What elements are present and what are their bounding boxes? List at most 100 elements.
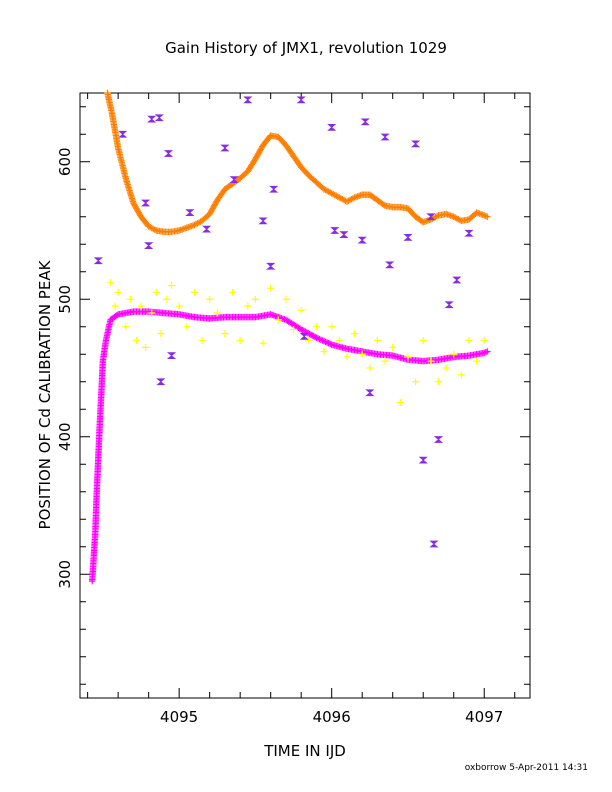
data-point — [419, 337, 427, 344]
data-point — [299, 332, 309, 340]
data-point — [411, 140, 421, 148]
data-point — [210, 203, 217, 211]
data-point — [433, 213, 441, 220]
data-point — [309, 332, 316, 339]
data-point — [252, 154, 260, 161]
data-point — [266, 262, 276, 270]
data-point — [358, 350, 366, 358]
data-point — [351, 330, 359, 338]
data-point — [322, 338, 329, 346]
data-point — [175, 302, 183, 310]
data-point — [209, 205, 216, 212]
data-point — [133, 205, 140, 212]
data-point — [244, 302, 252, 310]
x-tick-labels: 4095 4096 4097 — [160, 708, 503, 726]
data-point — [349, 195, 357, 202]
data-point — [484, 348, 491, 355]
data-point — [433, 436, 444, 443]
data-point — [481, 349, 488, 357]
data-point — [258, 217, 268, 225]
data-point — [299, 327, 306, 334]
data-point — [198, 337, 206, 344]
data-point — [258, 144, 265, 152]
data-point — [319, 337, 326, 344]
data-point — [269, 185, 279, 193]
data-point — [418, 456, 428, 464]
data-point — [305, 337, 313, 344]
data-point — [118, 130, 128, 138]
data-point — [257, 146, 264, 153]
data-point — [256, 147, 264, 154]
data-point — [389, 343, 397, 351]
data-point — [168, 282, 176, 289]
data-point — [404, 353, 412, 361]
series-4 — [93, 96, 474, 548]
data-point — [148, 309, 156, 317]
data-point — [154, 114, 164, 122]
data-point — [290, 326, 298, 333]
data-point — [311, 333, 319, 341]
data-point — [212, 199, 219, 207]
data-point — [144, 242, 154, 250]
data-point — [442, 364, 450, 372]
data-point — [339, 231, 349, 239]
data-point — [482, 212, 489, 220]
data-point — [325, 340, 332, 347]
data-point — [202, 225, 212, 233]
data-point — [357, 236, 367, 244]
data-point — [221, 330, 229, 338]
data-point — [114, 288, 122, 296]
data-point — [429, 540, 439, 548]
y-tick-label: 400 — [56, 422, 74, 451]
data-point — [190, 288, 198, 296]
data-point — [207, 208, 215, 215]
data-point — [480, 337, 488, 344]
data-point — [141, 199, 151, 207]
data-point — [444, 301, 454, 309]
x-tick-label: 4095 — [160, 708, 198, 726]
data-point — [236, 337, 244, 344]
data-point — [434, 378, 442, 386]
data-point — [396, 398, 404, 406]
data-point — [206, 295, 214, 303]
data-point — [185, 209, 195, 217]
data-point — [166, 352, 177, 360]
data-point — [267, 284, 275, 292]
data-point — [452, 276, 462, 284]
data-point — [484, 213, 491, 220]
data-point — [381, 357, 389, 365]
data-point — [385, 261, 395, 269]
series-1 — [104, 89, 491, 236]
data-point — [206, 210, 213, 218]
x-tick-label: 4096 — [313, 708, 351, 726]
data-point — [282, 295, 290, 303]
data-point — [126, 295, 134, 303]
data-point — [142, 343, 150, 351]
data-point — [297, 306, 305, 314]
data-point — [132, 337, 140, 344]
data-point — [213, 309, 221, 317]
series-layer — [89, 89, 491, 585]
series-3 — [107, 279, 488, 406]
data-point — [135, 209, 142, 216]
data-point — [330, 227, 340, 234]
data-point — [313, 334, 320, 341]
y-tick-label: 300 — [56, 560, 74, 589]
data-point — [136, 210, 143, 218]
data-point — [255, 150, 262, 157]
data-point — [251, 295, 259, 303]
data-point — [130, 201, 138, 208]
data-point — [373, 337, 381, 344]
x-axis-label: TIME IN IJD — [263, 742, 346, 760]
data-point — [427, 357, 435, 365]
data-point — [208, 206, 216, 214]
data-point — [252, 155, 259, 163]
data-point — [403, 233, 413, 241]
data-point — [93, 257, 103, 265]
data-point — [360, 118, 370, 126]
data-point — [328, 323, 336, 331]
data-point — [481, 212, 488, 219]
data-point — [163, 150, 174, 157]
data-point — [296, 96, 306, 104]
data-point — [134, 206, 141, 214]
